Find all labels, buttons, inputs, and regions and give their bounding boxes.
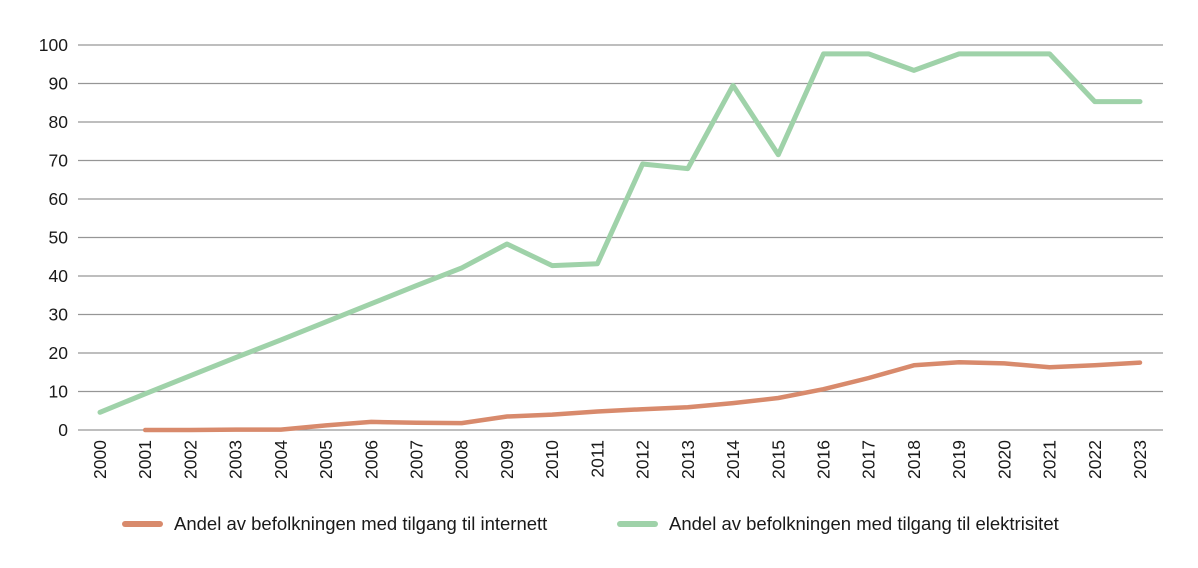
y-axis-tick-label: 40: [49, 266, 69, 286]
x-axis-tick-label: 2010: [542, 440, 562, 479]
y-axis-tick-label: 0: [58, 420, 68, 440]
y-axis-tick-label: 20: [49, 343, 69, 363]
x-axis-tick-labels: 2000 2001 2002 2003 2004 2005 2006 2007 2008 2009…: [90, 440, 1150, 479]
x-axis-tick-label: 2023: [1130, 440, 1150, 479]
x-axis-tick-label: 2016: [813, 440, 833, 479]
y-axis-tick-label: 70: [49, 151, 69, 171]
x-axis-tick-label: 2000: [90, 440, 110, 479]
gridlines: [78, 44, 1163, 431]
x-axis-tick-label: 2018: [904, 440, 924, 479]
y-axis-tick-labels: 0 10 20 30 40 50 60 70 80 90 100: [39, 35, 68, 440]
x-axis-tick-label: 2019: [949, 440, 969, 479]
x-axis-tick-label: 2004: [271, 440, 291, 479]
electricity-line-swatch: [617, 521, 658, 527]
x-axis-tick-label: 2020: [994, 440, 1014, 479]
x-axis-tick-label: 2011: [587, 440, 607, 478]
x-axis-tick-label: 2021: [1040, 440, 1060, 479]
chart-legend: Andel av befolkningen med tilgang til in…: [0, 506, 1198, 546]
internet-line: [142, 359, 1143, 433]
internet-line-swatch: [122, 521, 163, 527]
x-axis-tick-label: 2005: [316, 440, 336, 479]
x-axis-tick-label: 2008: [452, 440, 472, 479]
x-axis-tick-label: 2013: [678, 440, 698, 479]
x-axis-tick-label: 2022: [1085, 440, 1105, 479]
y-axis-tick-label: 80: [49, 112, 69, 132]
legend-label-electricity: Andel av befolkningen med tilgang til el…: [669, 513, 1059, 534]
y-axis-tick-label: 50: [49, 228, 69, 248]
electricity-line: [97, 51, 1143, 415]
y-axis-tick-label: 90: [49, 74, 69, 94]
x-axis-tick-label: 2017: [859, 440, 879, 479]
x-axis-tick-label: 2014: [723, 440, 743, 479]
x-axis-tick-label: 2007: [407, 440, 427, 479]
x-axis-tick-label: 2006: [361, 440, 381, 479]
x-axis-tick-label: 2009: [497, 440, 517, 479]
y-axis-tick-label: 30: [49, 305, 69, 325]
x-axis-tick-label: 2012: [633, 440, 653, 479]
legend-label-internet: Andel av befolkningen med tilgang til in…: [174, 513, 548, 534]
legend-item-internet: Andel av befolkningen med tilgang til in…: [122, 506, 547, 542]
x-axis-tick-label: 2002: [180, 440, 200, 479]
y-axis-tick-label: 60: [49, 189, 69, 209]
legend-item-electricity: Andel av befolkningen med tilgang til el…: [617, 506, 1059, 542]
x-axis-tick-label: 2001: [135, 440, 155, 479]
y-axis-tick-label: 10: [49, 382, 69, 402]
y-axis-tick-label: 100: [39, 35, 68, 55]
x-axis-tick-label: 2003: [226, 440, 246, 479]
x-axis-tick-label: 2015: [768, 440, 788, 479]
